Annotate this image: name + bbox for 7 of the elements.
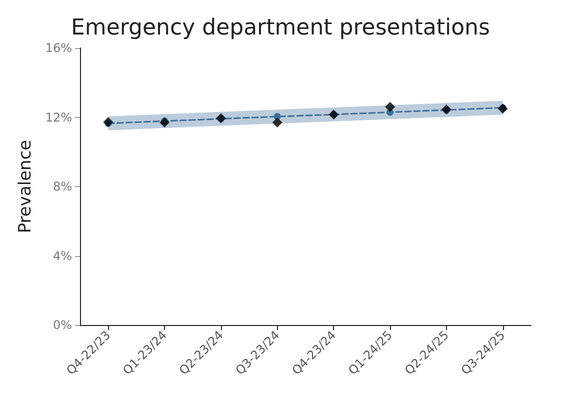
y-tick-label: 0% [52, 318, 72, 332]
y-tick-label: 8% [52, 180, 72, 194]
y-tick-label: 16% [45, 41, 72, 55]
chart-title: Emergency department presentations [71, 16, 490, 40]
y-tick-label: 4% [52, 248, 72, 263]
y-axis-title: Prevalence [16, 140, 36, 234]
y-tick-label: 12% [45, 110, 72, 124]
